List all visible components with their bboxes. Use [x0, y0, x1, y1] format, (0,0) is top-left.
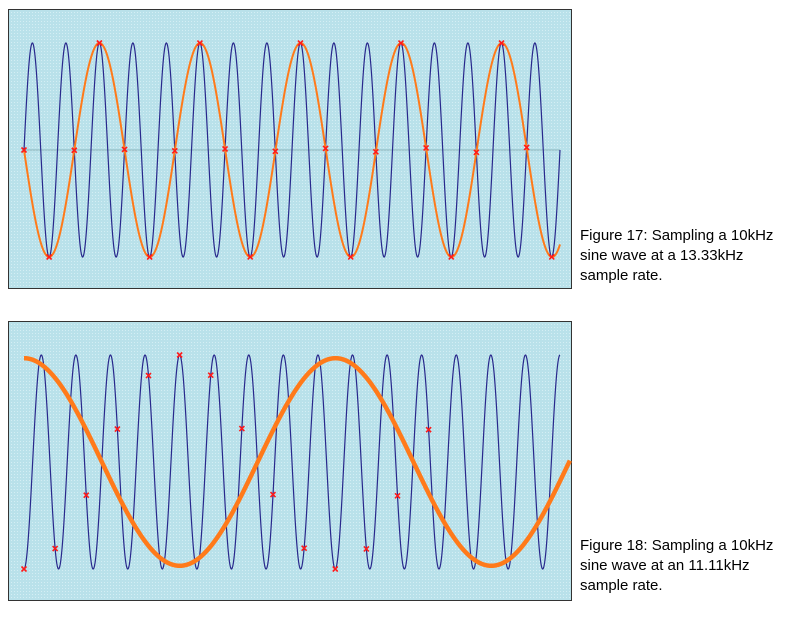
sample-point [372, 148, 379, 155]
figure-17-plot [8, 9, 572, 289]
sample-point [20, 146, 28, 154]
sample-point [297, 39, 304, 47]
figure-17-caption: Figure 17: Sampling a 10kHz sine wave at… [580, 226, 795, 286]
sample-point [272, 148, 279, 155]
sample-point [83, 492, 90, 499]
sample-point [221, 145, 229, 153]
sample-point [397, 39, 405, 47]
sample-point [394, 492, 401, 499]
sample-point [247, 253, 254, 261]
sample-point [473, 149, 480, 156]
sample-point [52, 545, 59, 552]
sample-point [207, 372, 214, 379]
sample-point [347, 253, 354, 261]
caption-line: Figure 17: Sampling a 10kHz [580, 227, 774, 244]
sample-point [448, 253, 455, 261]
caption-line: sine wave at an 11.11kHz [580, 557, 750, 574]
aliased-sampled-wave [23, 42, 561, 258]
sample-point [46, 253, 53, 261]
sample-point [425, 426, 432, 433]
sample-point [269, 491, 277, 498]
sample-point [71, 147, 78, 154]
figure-18-caption: Figure 18: Sampling a 10kHz sine wave at… [580, 536, 795, 596]
sample-point [523, 144, 530, 151]
sample-point [176, 351, 183, 359]
sample-point [196, 39, 203, 47]
sample-point [363, 545, 370, 553]
sample-point [322, 145, 329, 152]
sample-point [238, 425, 245, 432]
sample-point [146, 253, 153, 261]
source-sine-wave [23, 42, 561, 258]
caption-line: Figure 18: Sampling a 10kHz [580, 537, 774, 554]
sample-point [145, 372, 152, 379]
sample-point [301, 545, 308, 552]
sample-point [114, 426, 121, 433]
caption-line: sample rate. [580, 577, 663, 594]
aliased-sampled-wave [22, 355, 572, 569]
sample-point [171, 147, 178, 154]
plot-background [8, 321, 572, 601]
sample-point [423, 144, 430, 152]
sample-point [121, 146, 128, 153]
sample-point [548, 253, 555, 261]
caption-line: sample rate. [580, 267, 663, 284]
sample-point [332, 565, 339, 573]
sample-point [498, 39, 505, 47]
caption-line: sine wave at a 13.33kHz [580, 247, 744, 264]
figure-18-plot [8, 321, 572, 601]
sample-point [20, 565, 28, 573]
sample-point [96, 39, 103, 47]
